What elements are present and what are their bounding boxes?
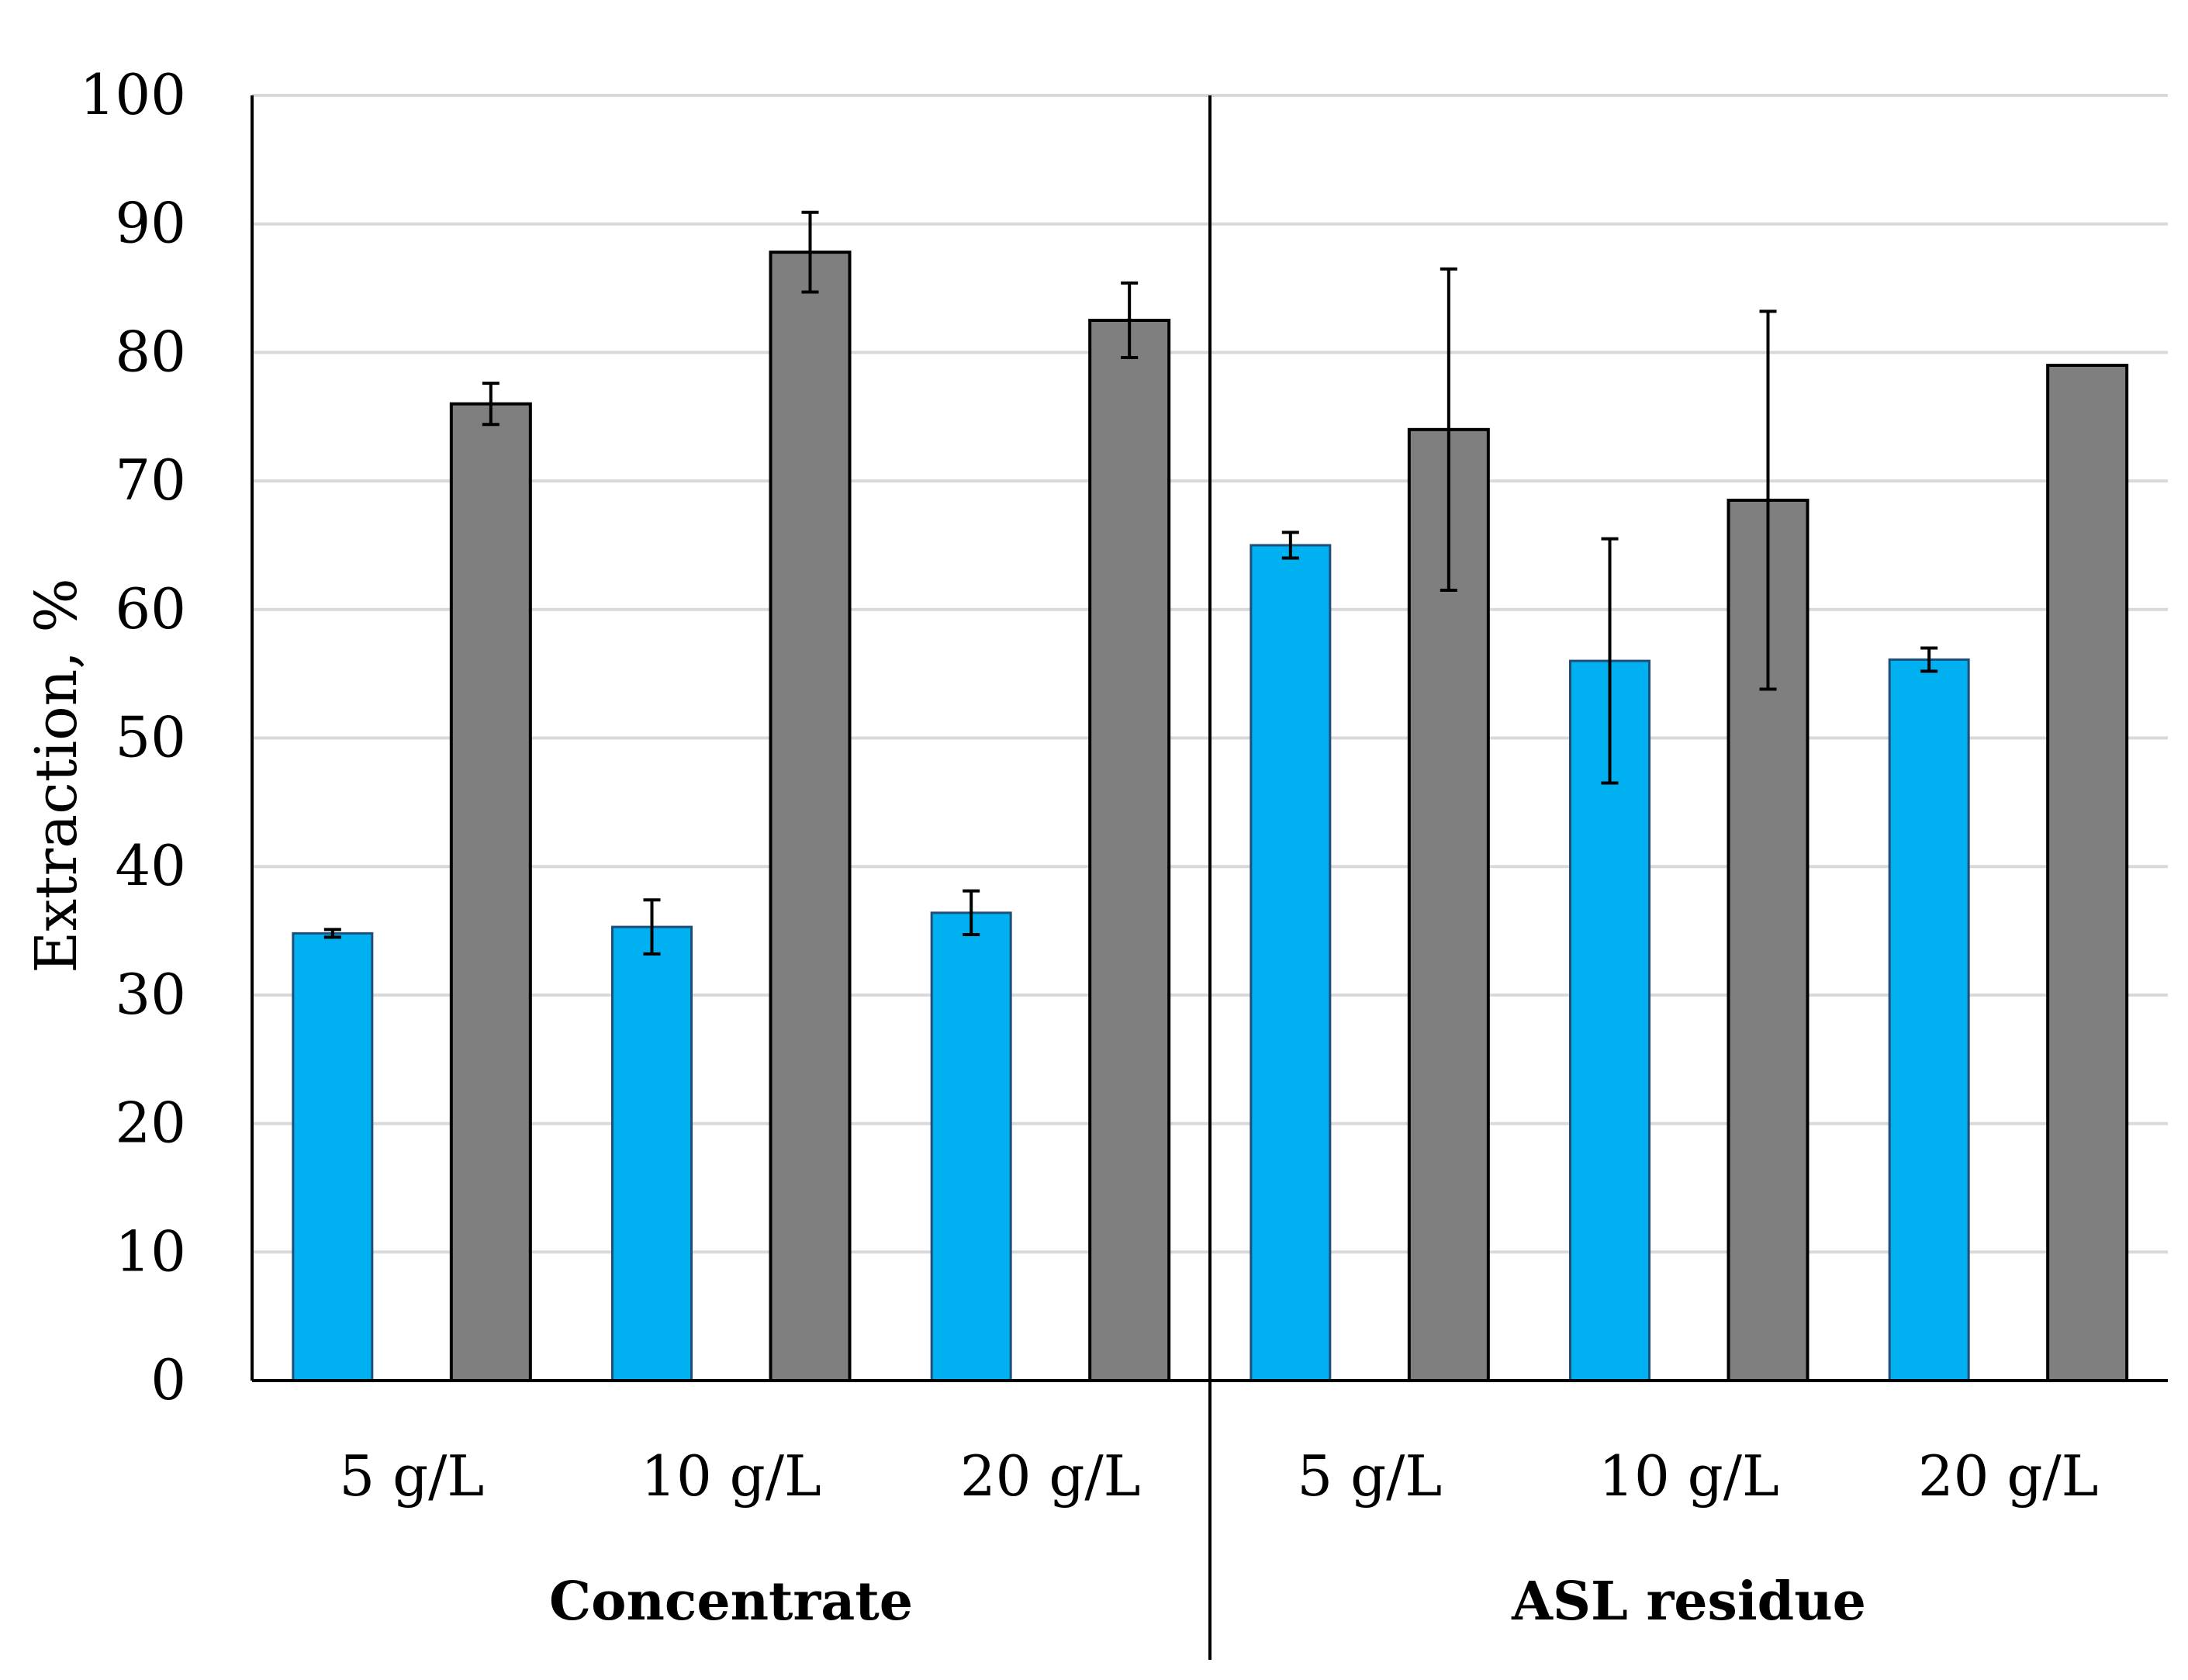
y-tick-label: 70	[115, 448, 186, 513]
labels: 0 10 20 30 40 50 60 70 80 90 100 5 g/L 10 g/L 20 g/L 5…	[80, 62, 2099, 1633]
bar-2-3	[1088, 318, 1171, 1383]
y-tick-label: 20	[115, 1091, 186, 1156]
x-category-label: 5 g/L	[339, 1443, 484, 1509]
y-axis-title: Extraction, %	[23, 578, 90, 973]
x-category-label: 20 g/L	[960, 1443, 1141, 1509]
group-label: ASL residue	[1511, 1571, 1866, 1633]
x-category-label: 10 g/L	[641, 1443, 821, 1509]
error-bars	[323, 210, 1938, 956]
bar-1-6	[1888, 658, 1970, 1382]
bar-2-6	[2046, 363, 2129, 1383]
y-tick-label: 90	[115, 191, 186, 256]
bar-1-2	[611, 925, 693, 1382]
y-tick-label: 40	[115, 833, 186, 898]
bar-1-3	[930, 911, 1012, 1382]
group-label: Concentrate	[549, 1571, 913, 1633]
x-category-label: 20 g/L	[1918, 1443, 2099, 1509]
axes	[251, 95, 2168, 1660]
y-tick-label: 80	[115, 319, 186, 384]
y-tick-label: 50	[115, 705, 186, 770]
bar-1-1	[292, 932, 374, 1382]
bars	[292, 251, 2129, 1383]
bar-2-1	[449, 402, 532, 1382]
x-category-label: 10 g/L	[1599, 1443, 1779, 1509]
y-tick-label: 0	[150, 1347, 186, 1412]
x-category-label: 5 g/L	[1297, 1443, 1442, 1509]
bar-2-2	[769, 251, 852, 1382]
y-tick-label: 60	[115, 576, 186, 641]
bar-1-4	[1250, 544, 1332, 1382]
y-tick-label: 100	[80, 62, 186, 127]
y-tick-label: 10	[115, 1219, 186, 1284]
bar-2-4	[1407, 427, 1490, 1383]
y-tick-label: 30	[115, 962, 186, 1027]
